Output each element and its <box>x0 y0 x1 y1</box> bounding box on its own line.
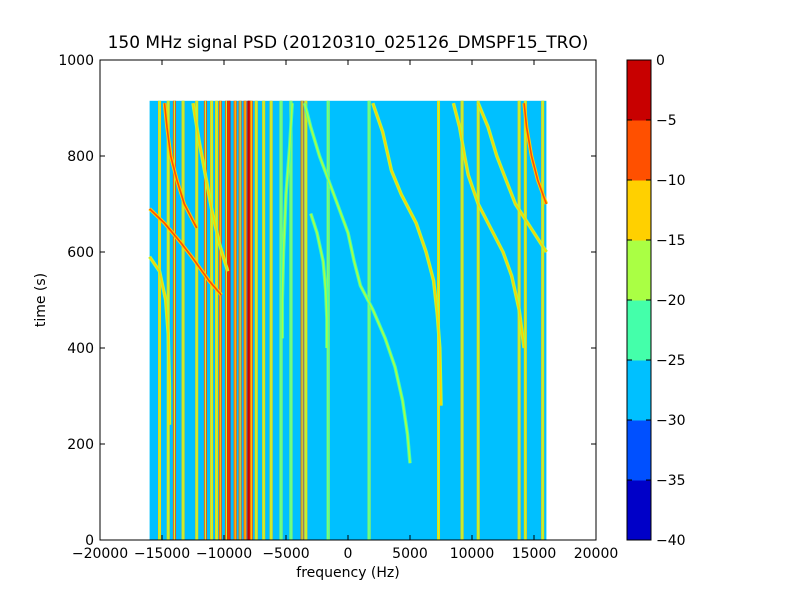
doppler-track <box>281 103 293 339</box>
x-tick-label: 10000 <box>450 546 495 562</box>
x-axis-label: frequency (Hz) <box>296 565 399 581</box>
colorbar-segment <box>627 420 651 481</box>
colorbar-tick-label: 0 <box>656 53 665 69</box>
doppler-track <box>163 103 198 229</box>
colorbar-segment <box>627 60 651 121</box>
y-tick-label: 800 <box>67 149 94 165</box>
colorbar-segment <box>627 360 651 421</box>
colorbar-tick-label: −10 <box>656 173 686 189</box>
x-tick-label: 0 <box>344 546 353 562</box>
x-tick-label: 5000 <box>392 546 428 562</box>
doppler-track <box>372 102 442 406</box>
colorbar-segment <box>627 300 651 361</box>
y-tick-label: 1000 <box>58 53 94 69</box>
y-tick-label: 400 <box>67 341 94 357</box>
colorbar-tick-label: −30 <box>656 413 686 429</box>
y-axis-label: time (s) <box>33 273 49 327</box>
chart-title: 150 MHz signal PSD (20120310_025126_DMSP… <box>108 33 589 53</box>
doppler-track <box>310 213 328 348</box>
y-tick-label: 600 <box>67 245 94 261</box>
doppler-track <box>452 102 525 349</box>
colorbar: −40 −35 −30 −25 −20 −15 −10 −5 0 <box>626 53 686 549</box>
colorbar-segment <box>627 120 651 181</box>
x-tick-label: 20000 <box>574 546 619 562</box>
x-tick-label: −5000 <box>262 546 309 562</box>
colorbar-tick-label: −20 <box>656 293 686 309</box>
colorbar-segment <box>627 480 651 541</box>
colorbar-tick-label: −35 <box>656 473 686 489</box>
doppler-track <box>192 103 229 272</box>
x-tick-label: −10000 <box>196 546 252 562</box>
y-axis: 0 200 400 600 800 1000 <box>58 53 596 549</box>
x-tick-label: −20000 <box>72 546 128 562</box>
colorbar-segment <box>627 180 651 241</box>
y-tick-label: 0 <box>85 533 94 549</box>
heatmap <box>148 100 549 540</box>
doppler-track <box>148 256 171 425</box>
doppler-track <box>523 103 548 205</box>
x-axis: −20000 −15000 −10000 −5000 0 5000 10000 15000 20… <box>72 60 618 562</box>
doppler-track <box>149 208 223 296</box>
doppler-track <box>303 102 411 464</box>
y-tick-label: 200 <box>67 437 94 453</box>
colorbar-tick-label: −25 <box>656 353 686 369</box>
colorbar-tick-label: −40 <box>656 533 686 549</box>
colorbar-tick-label: −15 <box>656 233 686 249</box>
doppler-track <box>477 102 548 253</box>
colorbar-segment <box>627 240 651 301</box>
x-tick-label: 15000 <box>512 546 557 562</box>
x-tick-label: −15000 <box>134 546 190 562</box>
heatmap-background <box>149 100 547 540</box>
colorbar-tick-label: −5 <box>656 113 677 129</box>
